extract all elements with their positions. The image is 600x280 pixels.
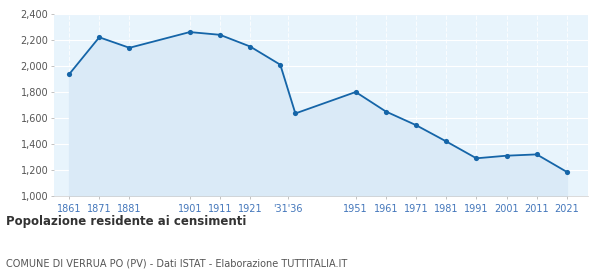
- Point: [562, 170, 572, 174]
- Point: [275, 62, 285, 67]
- Text: Popolazione residente ai censimenti: Popolazione residente ai censimenti: [6, 215, 247, 228]
- Point: [442, 139, 451, 144]
- Point: [502, 153, 511, 158]
- Point: [411, 123, 421, 127]
- Point: [532, 152, 542, 157]
- Point: [472, 156, 481, 160]
- Point: [94, 35, 104, 39]
- Point: [290, 111, 300, 116]
- Point: [185, 30, 194, 34]
- Text: COMUNE DI VERRUA PO (PV) - Dati ISTAT - Elaborazione TUTTITALIA.IT: COMUNE DI VERRUA PO (PV) - Dati ISTAT - …: [6, 259, 347, 269]
- Point: [125, 46, 134, 50]
- Point: [215, 32, 225, 37]
- Point: [245, 44, 255, 49]
- Point: [381, 109, 391, 114]
- Point: [351, 90, 361, 94]
- Point: [64, 72, 74, 76]
